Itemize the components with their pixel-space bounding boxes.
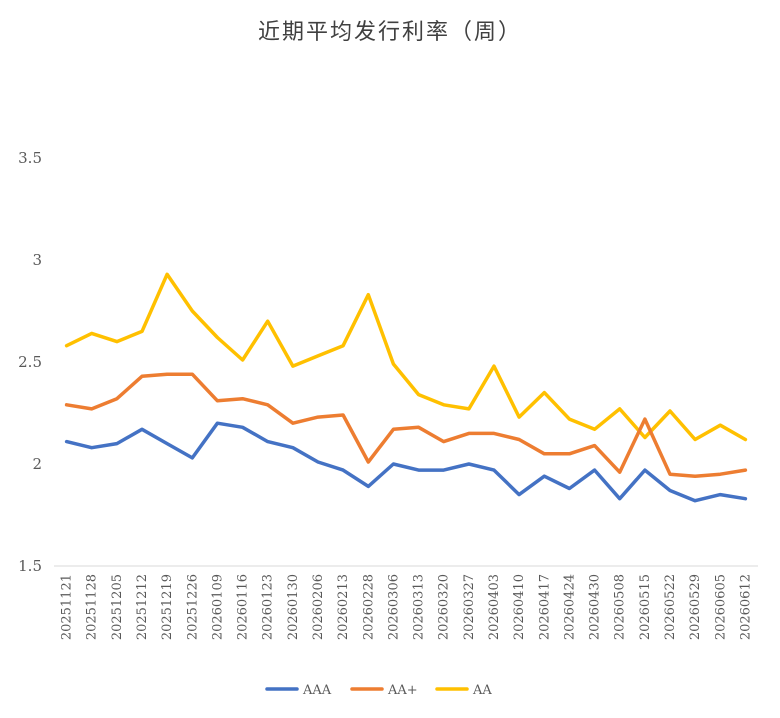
series-line-aaa — [64, 421, 748, 503]
y-tick-label: 2 — [32, 455, 42, 473]
x-tick-label: 20260320 — [437, 574, 452, 640]
x-axis: 20251121 20251128 20251205 20251212 20251219… — [54, 565, 758, 640]
x-tick-label: 20251226 — [185, 574, 200, 640]
legend: AAA AA+ AA — [265, 683, 492, 698]
x-tick-label: 20260430 — [588, 574, 603, 640]
series-line-aaplus — [64, 372, 748, 478]
x-tick-label: 20260213 — [336, 574, 351, 640]
y-tick-label: 3 — [32, 251, 42, 269]
x-tick-label: 20260605 — [713, 574, 728, 640]
x-tick-label: 20251121 — [60, 574, 75, 640]
chart-title: 近期平均发行利率（周） — [257, 20, 522, 45]
x-tick-label: 20260403 — [487, 574, 502, 640]
x-tick-label: 20260508 — [613, 574, 628, 640]
legend-label: AA — [472, 683, 492, 698]
x-tick-label: 20260116 — [236, 574, 251, 640]
x-tick-label: 20251205 — [110, 574, 125, 640]
x-tick-label: 20260130 — [286, 574, 301, 640]
y-tick-label: 3.5 — [18, 149, 42, 167]
legend-label: AAA — [302, 683, 332, 698]
x-tick-label: 20260313 — [412, 574, 427, 640]
y-tick-label: 1.5 — [18, 557, 42, 575]
x-tick-label: 20260410 — [512, 574, 527, 640]
series-layer — [64, 272, 748, 503]
x-tick-label: 20260306 — [386, 574, 401, 640]
series-line-aa — [64, 272, 748, 442]
x-tick-label: 20260515 — [638, 574, 653, 640]
x-tick-label: 20260206 — [311, 574, 326, 640]
x-tick-label: 20260109 — [210, 574, 225, 640]
x-tick-label: 20260424 — [562, 574, 577, 640]
x-tick-label: 20251128 — [85, 574, 100, 640]
x-tick-label: 20260522 — [663, 574, 678, 640]
y-tick-label: 2.5 — [18, 353, 42, 371]
x-tick-label: 20251219 — [160, 574, 175, 640]
x-tick-label: 20260327 — [462, 574, 477, 640]
x-tick-label: 20251212 — [135, 574, 150, 640]
y-axis: 1.5 2 2.5 3 3.5 — [18, 149, 42, 575]
x-tick-label: 20260417 — [537, 574, 552, 640]
x-tick-label: 20260123 — [261, 574, 276, 640]
legend-label: AA+ — [387, 683, 418, 698]
x-tick-label: 20260228 — [361, 574, 376, 640]
x-tick-label: 20260529 — [688, 574, 703, 640]
x-tick-label: 20260612 — [738, 574, 753, 640]
